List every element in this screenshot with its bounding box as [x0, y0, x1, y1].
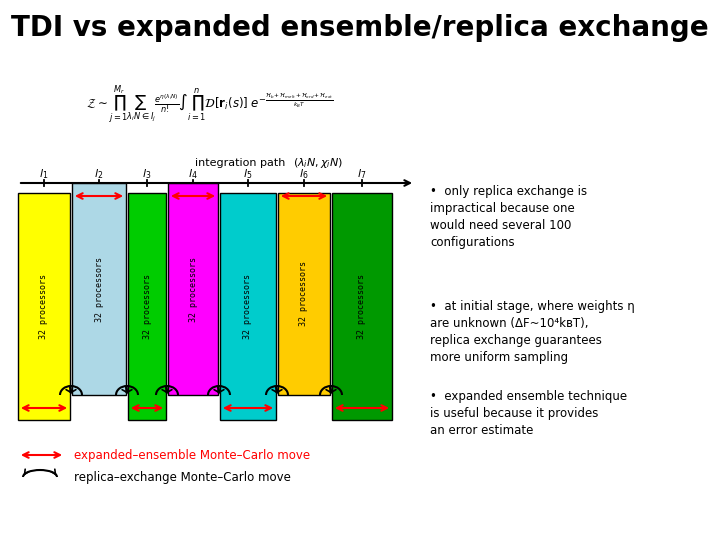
Bar: [332, 193, 392, 420]
Text: 32 processors: 32 processors: [40, 274, 48, 339]
Text: 32 processors: 32 processors: [358, 274, 366, 339]
Bar: [72, 183, 126, 395]
Bar: [128, 193, 166, 420]
Text: 32 processors: 32 processors: [243, 274, 253, 339]
Text: integration path: integration path: [195, 158, 292, 168]
Text: •  only replica exchange is
impractical because one
would need several 100
confi: • only replica exchange is impractical b…: [430, 185, 587, 249]
Text: $\mathcal{Z} \sim \prod_{j=1}^{M_r} \sum_{\lambda_i N \in I_j}\frac{e^{\eta(\lam: $\mathcal{Z} \sim \prod_{j=1}^{M_r} \sum…: [86, 84, 333, 126]
Text: $l_6$: $l_6$: [300, 167, 309, 181]
Bar: [168, 183, 218, 395]
Text: 32 processors: 32 processors: [300, 261, 308, 327]
Text: $l_3$: $l_3$: [143, 167, 152, 181]
Bar: [278, 193, 330, 395]
Text: $l_4$: $l_4$: [188, 167, 198, 181]
Text: 32 processors: 32 processors: [94, 256, 104, 321]
Text: $l_5$: $l_5$: [243, 167, 253, 181]
Text: 32 processors: 32 processors: [143, 274, 151, 339]
Bar: [18, 193, 70, 420]
Text: $l_2$: $l_2$: [94, 167, 104, 181]
Text: $(\lambda_i N, \chi_i N)$: $(\lambda_i N, \chi_i N)$: [293, 156, 343, 170]
Text: $l_1$: $l_1$: [40, 167, 49, 181]
Text: •  at initial stage, where weights η
are unknown (ΔF~10⁴kʙT),
replica exchange g: • at initial stage, where weights η are …: [430, 300, 635, 364]
Text: replica–exchange Monte–Carlo move: replica–exchange Monte–Carlo move: [74, 470, 291, 483]
Text: TDI vs expanded ensemble/replica exchange: TDI vs expanded ensemble/replica exchang…: [12, 14, 708, 42]
Bar: [220, 193, 276, 420]
Text: •  expanded ensemble technique
is useful because it provides
an error estimate: • expanded ensemble technique is useful …: [430, 390, 627, 437]
Text: 32 processors: 32 processors: [189, 256, 197, 321]
Text: $l_7$: $l_7$: [357, 167, 366, 181]
Text: expanded–ensemble Monte–Carlo move: expanded–ensemble Monte–Carlo move: [74, 449, 310, 462]
